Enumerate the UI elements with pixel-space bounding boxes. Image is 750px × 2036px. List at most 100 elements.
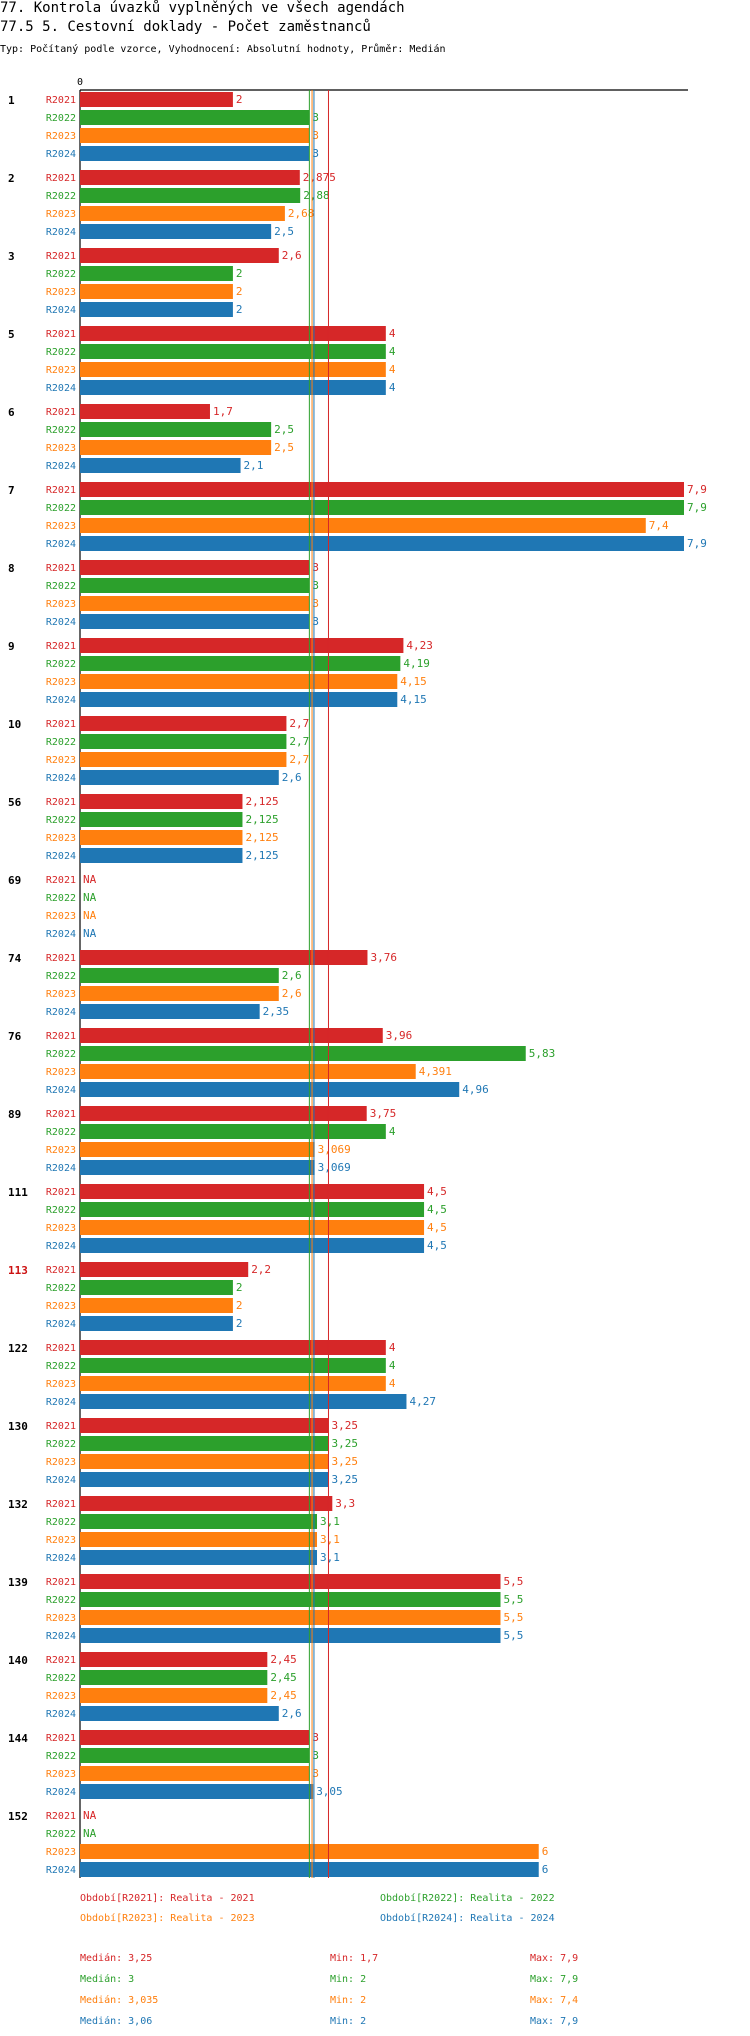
- group-label: 1: [8, 94, 15, 107]
- bar-r2022: [80, 344, 386, 359]
- value-label: 2,2: [251, 1263, 271, 1276]
- value-label: 6: [542, 1863, 549, 1876]
- bar-r2023: [80, 128, 310, 143]
- bar-r2023: [80, 440, 272, 455]
- stat-max-r2024: Max: 7,9: [530, 2016, 579, 2027]
- bar-r2024: [80, 302, 233, 317]
- bar-r2021: [80, 1652, 268, 1667]
- series-label: R2024: [46, 1475, 76, 1486]
- series-label: R2024: [46, 1553, 76, 1564]
- bar-r2021: [80, 794, 243, 809]
- value-label: 2,6: [282, 1707, 302, 1720]
- series-label: R2021: [46, 953, 76, 964]
- legend-entry-r2022: Období[R2022]: Realita - 2022: [380, 1893, 555, 1904]
- value-label: NA: [83, 909, 97, 922]
- value-label: 4: [389, 1359, 396, 1372]
- series-label: R2022: [46, 113, 76, 124]
- value-label: NA: [83, 927, 97, 940]
- group-label: 113: [8, 1264, 28, 1277]
- value-label: NA: [83, 891, 97, 904]
- bar-r2021: [80, 482, 684, 497]
- series-label: R2022: [46, 1283, 76, 1294]
- series-label: R2022: [46, 893, 76, 904]
- bar-r2021: [80, 326, 386, 341]
- value-label: 3,069: [318, 1143, 351, 1156]
- series-label: R2021: [46, 1343, 76, 1354]
- group-label: 56: [8, 796, 22, 809]
- group-label: 76: [8, 1030, 22, 1043]
- value-label: 3: [312, 597, 319, 610]
- bar-r2022: [80, 968, 279, 983]
- bar-r2023: [80, 1532, 318, 1547]
- value-label: 2: [236, 93, 243, 106]
- value-label: 4,391: [419, 1065, 452, 1078]
- series-label: R2022: [46, 191, 76, 202]
- bar-r2021: [80, 1574, 501, 1589]
- bar-r2021: [80, 1028, 383, 1043]
- bar-r2021: [80, 92, 233, 107]
- value-label: 5,5: [504, 1629, 524, 1642]
- x-tick-label: 0: [77, 77, 83, 88]
- value-label: 4,15: [400, 693, 427, 706]
- group-label: 122: [8, 1342, 28, 1355]
- value-label: 2,5: [274, 423, 294, 436]
- bar-r2023: [80, 674, 398, 689]
- bar-r2024: [80, 224, 272, 239]
- bar-r2024: [80, 536, 684, 551]
- series-label: R2024: [46, 149, 76, 160]
- series-label: R2023: [46, 365, 76, 376]
- series-label: R2021: [46, 251, 76, 262]
- value-label: 3: [312, 111, 319, 124]
- bar-chart: 0 1 R2021 2 R2022 3 R2023 3 R2024 3 2 R2021 2,875 R2…: [8, 77, 707, 1878]
- bar-r2021: [80, 638, 404, 653]
- series-label: R2022: [46, 1673, 76, 1684]
- bar-r2024: [80, 1238, 425, 1253]
- series-label: R2024: [46, 773, 76, 784]
- value-label: 4: [389, 1341, 396, 1354]
- series-label: R2022: [46, 1361, 76, 1372]
- value-label: 4,5: [427, 1221, 447, 1234]
- bar-r2022: [80, 812, 243, 827]
- series-label: R2024: [46, 1163, 76, 1174]
- value-label: 2,125: [245, 831, 278, 844]
- series-label: R2022: [46, 815, 76, 826]
- series-label: R2022: [46, 347, 76, 358]
- value-label: NA: [83, 1809, 97, 1822]
- bar-r2023: [80, 830, 243, 845]
- series-label: R2022: [46, 1517, 76, 1528]
- value-label: 4: [389, 327, 396, 340]
- bar-r2023: [80, 206, 285, 221]
- series-label: R2023: [46, 1379, 76, 1390]
- series-label: R2021: [46, 797, 76, 808]
- series-label: R2023: [46, 1067, 76, 1078]
- value-label: 3,1: [320, 1533, 340, 1546]
- bar-r2022: [80, 266, 233, 281]
- stat-max-r2023: Max: 7,4: [530, 1995, 579, 2006]
- group-label: 144: [8, 1732, 28, 1745]
- value-label: 2,88: [303, 189, 330, 202]
- series-label: R2024: [46, 1397, 76, 1408]
- series-label: R2021: [46, 1499, 76, 1510]
- group-label: 132: [8, 1498, 28, 1511]
- value-label: 7,9: [687, 501, 707, 514]
- bar-r2024: [80, 1550, 318, 1565]
- series-label: R2022: [46, 1829, 76, 1840]
- bar-r2022: [80, 1592, 501, 1607]
- series-label: R2023: [46, 1613, 76, 1624]
- series-label: R2022: [46, 503, 76, 514]
- series-label: R2024: [46, 1787, 76, 1798]
- series-label: R2021: [46, 1811, 76, 1822]
- series-label: R2024: [46, 1631, 76, 1642]
- series-label: R2023: [46, 833, 76, 844]
- bar-r2023: [80, 596, 310, 611]
- value-label: 2,45: [270, 1671, 297, 1684]
- series-label: R2022: [46, 581, 76, 592]
- series-label: R2024: [46, 1241, 76, 1252]
- bar-r2022: [80, 578, 310, 593]
- group-label: 139: [8, 1576, 28, 1589]
- bar-r2021: [80, 1106, 367, 1121]
- bar-r2024: [80, 1160, 315, 1175]
- series-label: R2022: [46, 269, 76, 280]
- series-label: R2024: [46, 383, 76, 394]
- series-label: R2023: [46, 677, 76, 688]
